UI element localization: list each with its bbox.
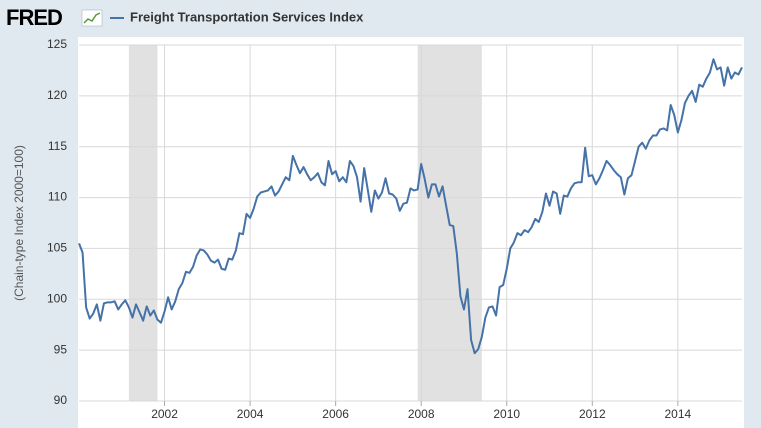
series-line (78, 58, 743, 355)
logo: FRED (6, 5, 62, 30)
y-axis-label: (Chain-type Index 2000=100) (12, 145, 26, 301)
y-tick-label: 115 (48, 139, 67, 153)
plot-background (78, 37, 744, 428)
x-tick-label: 2014 (664, 407, 691, 421)
logo-icon (81, 9, 103, 27)
y-tick-label: 110 (48, 190, 67, 204)
legend-label: Freight Transportation Services Index (130, 9, 364, 24)
y-tick-label: 125 (47, 37, 67, 51)
y-tick-label: 105 (47, 241, 67, 255)
x-tick-label: 2006 (322, 407, 349, 421)
x-tick-label: 2010 (493, 407, 520, 421)
y-tick-label: 95 (54, 342, 68, 356)
y-tick-label: 100 (47, 291, 67, 305)
x-tick-label: 2008 (408, 407, 435, 421)
x-tick-label: 2002 (151, 407, 178, 421)
y-tick-label: 90 (54, 393, 68, 407)
x-tick-label: 2012 (579, 407, 606, 421)
x-tick-label: 2004 (237, 407, 264, 421)
recession-shade (128, 45, 158, 401)
y-tick-label: 120 (47, 88, 67, 102)
